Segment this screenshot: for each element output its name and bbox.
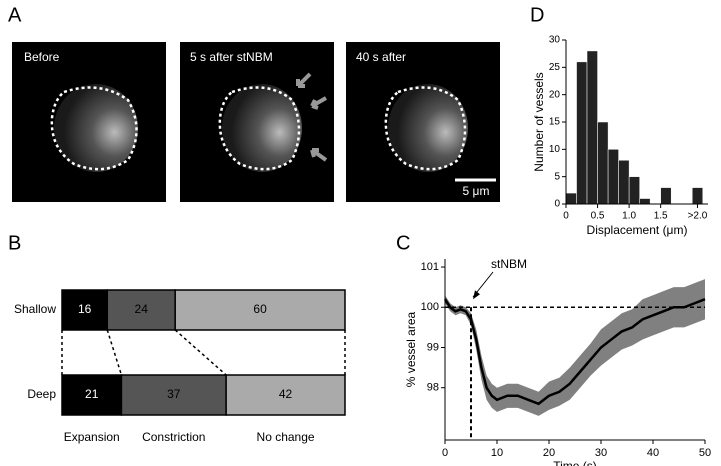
bar [586,50,598,205]
x-tick-label: 50 [699,447,711,459]
panel-label: D [530,4,544,26]
connector [174,329,227,376]
connector [106,329,123,376]
image-caption: 5 s after stNBM [190,50,273,64]
y-tick-label: 98 [427,382,439,394]
y-tick-label: 100 [421,301,439,313]
bar [597,121,609,205]
error-band [445,279,705,416]
outline [218,86,301,171]
bar [691,187,704,205]
x-tick-label: 10 [491,447,503,459]
x-tick-label: 1.5 [654,211,668,222]
bar [565,192,577,205]
x-axis-label: Time (s) [553,459,597,466]
vessel [388,84,468,172]
value-label: 16 [78,302,92,316]
bar-segment [120,374,227,416]
x-tick-label: 30 [595,447,607,459]
vessel [222,84,302,172]
value-label: 60 [253,302,267,316]
x-tick-label: 0 [563,211,569,222]
y-tick-label: 0 [554,199,560,210]
category-label: Deep [27,387,56,401]
y-tick-label: 99 [427,341,439,353]
bar-segment [174,289,346,331]
category-label: Shallow [14,302,56,316]
y-tick-label: 10 [549,144,561,155]
x-axis-label: Displacement (μm) [587,223,688,237]
panel-label: A [8,4,22,26]
y-tick-label: 5 [554,171,560,182]
bar-segment [225,374,346,416]
x-tick-label: 40 [647,447,659,459]
y-tick-label: 20 [549,89,561,100]
outline [50,86,138,171]
x-tick-label: >2.0 [688,211,708,222]
legend-label: Constriction [142,430,205,444]
y-tick-label: 15 [549,117,561,128]
bar [607,149,619,205]
value-label: 24 [135,302,149,316]
bar [618,160,630,205]
x-tick-label: 20 [543,447,555,459]
value-label: 21 [85,387,99,401]
arrows [296,72,328,162]
panel-label: B [8,232,21,254]
bar [639,198,651,205]
x-tick-label: 0 [442,447,448,459]
micrographs: Before 5 s after stNBM 40 s after 5 μm [12,42,500,202]
bar [628,176,640,205]
legend-label: No change [257,430,315,444]
image-caption: 40 s after [356,50,406,64]
data-line [443,298,706,406]
scale-bar-label: 5 μm [463,184,490,198]
y-tick-label: 30 [549,35,561,46]
bar [576,61,588,205]
y-axis-label: % vessel area [404,311,418,387]
panel-label: C [396,232,410,254]
x-tick-label: 1.0 [622,211,636,222]
outline [384,86,467,171]
image-caption: Before [24,50,60,64]
value-label: 37 [167,387,181,401]
x-tick-label: 0.5 [591,211,605,222]
annotation: stNBM [491,257,527,271]
legend-label: Expansion [64,430,120,444]
y-axis-label: Number of vessels [532,72,546,171]
y-tick-label: 101 [421,261,439,273]
vessel [54,84,138,172]
value-label: 42 [279,387,293,401]
y-tick-label: 25 [549,62,561,73]
bar [660,187,672,205]
arrow-head [473,290,480,300]
